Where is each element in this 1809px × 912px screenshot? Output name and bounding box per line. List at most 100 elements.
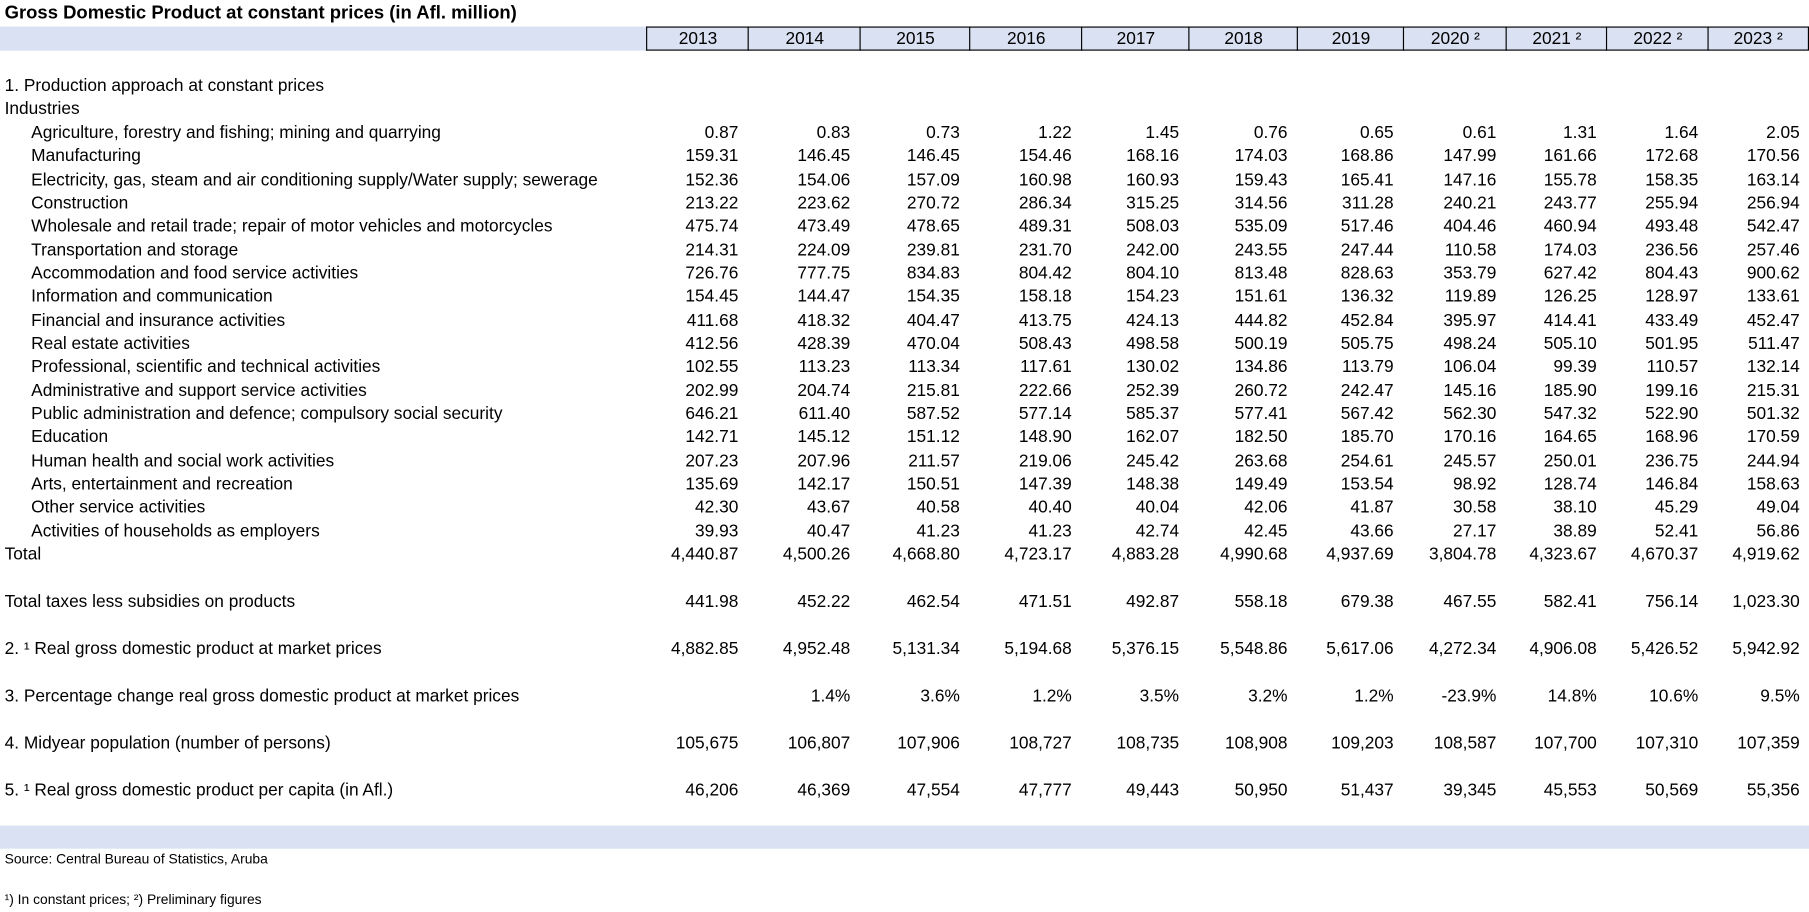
cell-value: 117.61 [1020,357,1072,377]
industry-label: Transportation and storage [31,240,239,260]
cell-value: 498.58 [1126,333,1180,354]
cell-value: 1.31 [1563,123,1597,143]
cell-value: 567.42 [1340,404,1394,424]
cell-value: 627.42 [1543,263,1597,284]
cell-value: 489.31 [1018,216,1072,237]
cell-value: 424.13 [1126,310,1180,331]
cell-value: 311.28 [1342,193,1394,214]
cell-value: 242.00 [1126,240,1180,260]
cell-value: 804.42 [1018,263,1072,284]
cell-value: 585.37 [1126,404,1180,424]
cell-value: 215.31 [1746,380,1800,401]
cell-value: 148.38 [1126,474,1180,494]
column-header: 2018 [1188,26,1298,51]
cell-value: 473.49 [797,216,851,237]
cell-value: 170.56 [1746,146,1800,167]
industry-label: Public administration and defence; compu… [31,404,503,424]
industry-label: Real estate activities [31,333,190,354]
cell-value: 1.2% [1032,686,1072,706]
cell-value: 158.63 [1746,474,1800,494]
cell-value: 236.75 [1645,450,1699,471]
cell-value: 168.96 [1645,427,1699,448]
cell-value: 9.5% [1760,686,1800,706]
industry-label: Construction [31,193,129,214]
cell-value: 27.17 [1453,521,1497,541]
cell-value: 505.10 [1543,333,1597,354]
cell-value: 202.99 [685,380,739,401]
cell-value: 207.23 [685,450,739,471]
cell-value: 441.98 [685,591,739,612]
cell-value: 411.68 [686,310,739,331]
cell-value: 182.50 [1234,427,1288,448]
cell-value: 1.22 [1038,123,1072,143]
header-band [0,26,1809,51]
cell-value: 170.16 [1443,427,1497,448]
cell-value: 547.32 [1543,404,1597,424]
cell-value: 47,554 [906,780,960,801]
cell-value: 243.77 [1543,193,1597,214]
cell-value: 404.47 [906,310,960,331]
cell-value: 804.43 [1645,263,1699,284]
cell-value: 155.78 [1543,170,1597,190]
cell-value: 4,906.08 [1529,639,1597,659]
cell-value: 43.66 [1350,521,1394,541]
cell-value: 154.23 [1126,287,1180,307]
cell-value: 828.63 [1340,263,1394,284]
cell-value: 577.14 [1018,404,1072,424]
cell-value: 185.90 [1543,380,1597,401]
cell-value: 108,735 [1116,733,1180,754]
cell-value: 517.46 [1340,216,1394,237]
cell-value: 41.87 [1350,497,1394,518]
cell-value: 42.06 [1244,497,1288,518]
cell-value: 30.58 [1453,497,1497,518]
cell-value: 418.32 [797,310,851,331]
cell-value: 4,952.48 [782,639,851,659]
cell-value: 256.94 [1746,193,1800,214]
cell-value: 147.39 [1018,474,1072,494]
cell-value: 500.19 [1234,333,1288,354]
cell-value: 49.04 [1756,497,1800,518]
cell-value: 558.18 [1234,591,1288,612]
cell-value: 42.74 [1135,521,1180,541]
industry-label: Wholesale and retail trade; repair of mo… [31,216,553,237]
cell-value: 245.42 [1126,450,1180,471]
section-heading: 1. Production approach at constant price… [4,75,325,96]
cell-value: 0.61 [1462,123,1497,143]
cell-value: 39,345 [1443,780,1497,801]
source-note: Source: Central Bureau of Statistics, Ar… [4,850,268,868]
cell-value: 106.04 [1443,357,1497,377]
table-title: Gross Domestic Product at constant price… [4,3,517,24]
cell-value: 4,440.87 [671,544,739,565]
cell-value: 4,883.28 [1111,544,1180,565]
footer-band [0,825,1809,849]
cell-value: 756.14 [1645,591,1699,612]
cell-value: 110.57 [1646,357,1699,377]
cell-value: 42.45 [1244,521,1288,541]
cell-value: 542.47 [1746,216,1800,237]
cell-value: 414.41 [1543,310,1597,331]
cell-value: 240.21 [1443,193,1497,214]
cell-value: 147.16 [1443,170,1497,190]
cell-value: 107,310 [1635,733,1699,754]
cell-value: 247.44 [1340,240,1394,260]
cell-value: 813.48 [1234,263,1288,284]
cell-value: 147.99 [1443,146,1497,167]
cell-value: 108,727 [1009,733,1072,754]
cell-value: 154.46 [1018,146,1072,167]
cell-value: 498.24 [1443,333,1497,354]
industry-label: Education [31,427,109,448]
cell-value: 128.74 [1543,474,1597,494]
cell-value: 42.30 [695,497,739,518]
cell-value: 255.94 [1645,193,1699,214]
cell-value: 252.39 [1126,380,1180,401]
cell-value: 493.48 [1645,216,1699,237]
cell-value: 231.70 [1018,240,1072,260]
cell-value: 452.84 [1340,310,1394,331]
cell-value: 646.21 [685,404,739,424]
cell-value: 133.61 [1746,287,1800,307]
cell-value: 433.49 [1645,310,1699,331]
cell-value: 223.62 [797,193,851,214]
cell-value: 162.07 [1126,427,1180,448]
cell-value: 158.35 [1645,170,1699,190]
cell-value: 38.89 [1553,521,1597,541]
